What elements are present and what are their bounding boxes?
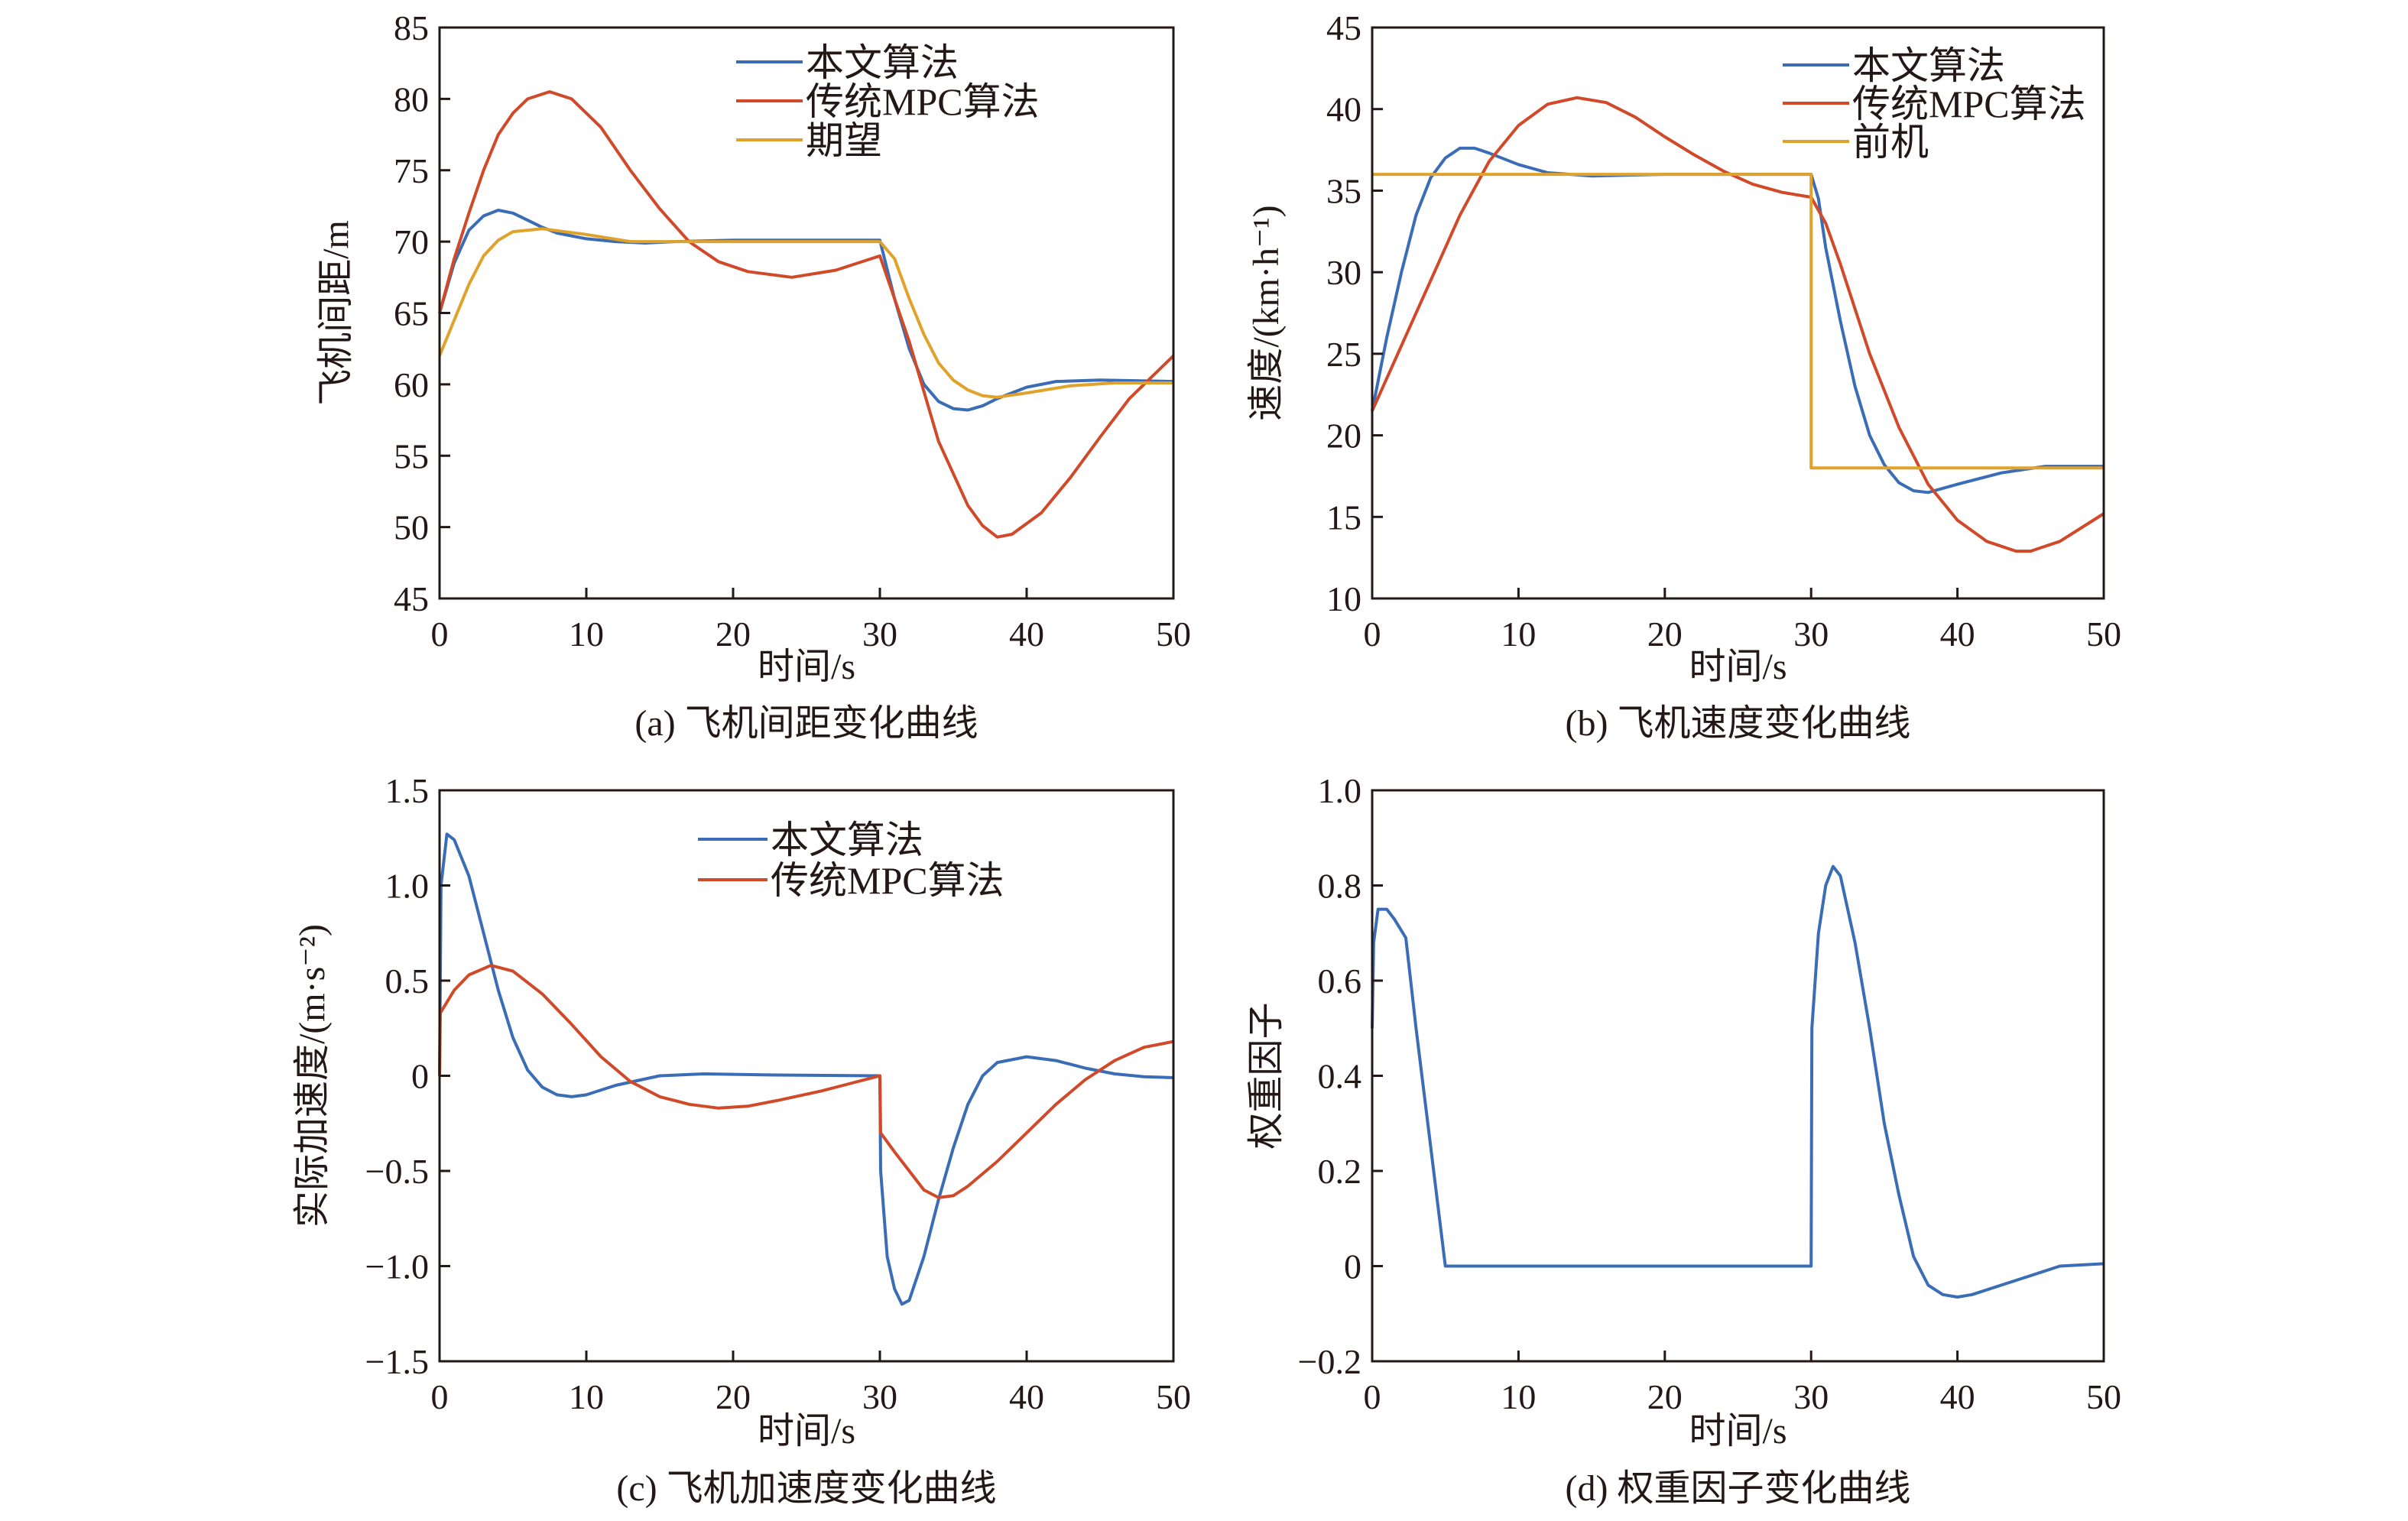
x-tick-label: 30 [1793,615,1829,653]
y-tick-label: −0.2 [1298,1342,1361,1381]
y-axis-label: 速度/(km·h⁻¹) [1246,205,1287,420]
series-line-1 [438,964,1174,1199]
legend-label: 前机 [1852,121,1929,164]
chart-panel-1: 0 10 20 30 40 501015202530354045时间/s速度/(km·h⁻… [1246,8,2121,744]
y-tick-label: 0.8 [1318,867,1362,906]
series-line-1 [438,90,1175,539]
y-tick-label: 80 [394,79,429,118]
series-line-0 [1371,146,2104,495]
legend-label: 传统MPC算法 [806,80,1040,123]
x-tick-label: 0 [431,615,449,653]
chart-caption: (c) 飞机加速度变化曲线 [616,1468,996,1509]
x-tick-label: 0 [431,1377,449,1416]
y-axis-label: 权重因子 [1246,1002,1287,1149]
x-tick-label: 40 [1940,1377,1975,1416]
legend-label: 传统MPC算法 [1852,83,2086,125]
y-tick-label: 10 [1326,579,1361,618]
legend-label: 本文算法 [806,41,959,84]
series-line-1 [1371,96,2105,553]
series-line-0 [1371,864,2105,1299]
chart-caption: (a) 飞机间距变化曲线 [634,703,978,744]
y-tick-label: 50 [394,508,429,547]
x-tick-label: 40 [1009,1377,1044,1416]
y-tick-label: 0 [1344,1247,1361,1286]
chart-panel-0: 0 10 20 30 40 50 45 50 55 60 65 70 75 80 85 时间/s 飞机间距/m (… [316,8,1191,744]
y-tick-label: 0 [411,1057,429,1096]
x-tick-label: 10 [569,1377,604,1416]
x-tick-label: 10 [1501,615,1536,653]
x-tick-label: 30 [862,1377,897,1416]
y-tick-label: 85 [394,8,429,47]
legend-label: 传统MPC算法 [771,859,1004,902]
y-tick-label: 25 [1326,335,1361,374]
x-tick-label: 30 [1793,1377,1829,1416]
legend-label: 期望 [806,119,882,162]
y-tick-label: 0.2 [1318,1152,1362,1191]
chart-caption: (d) 权重因子变化曲线 [1566,1468,1911,1509]
chart-panel-2: 0 10 20 30 40 50 −1.5 −1.0 −0.5 0 0.5 1.0 1.5 时间/s 实际加… [292,771,1191,1509]
y-tick-label: 0.4 [1318,1057,1362,1096]
x-tick-label: 20 [716,615,751,653]
y-tick-label: 30 [1326,253,1361,292]
series-line-0 [438,832,1174,1306]
x-tick-label: 40 [1009,615,1044,653]
x-tick-label: 0 [1364,615,1381,653]
series-line-2 [1372,173,2104,470]
x-tick-label: 20 [716,1377,751,1416]
series-line-2 [438,227,1173,399]
x-tick-label: 10 [569,615,604,653]
y-tick-label: 65 [394,294,429,333]
plot-frame [1371,26,2105,600]
y-axis-label: 飞机间距/m [316,220,356,406]
plot-frame [1371,789,2105,1363]
chart-panel-3: 0 10 20 30 40 50−0.200.20.40.60.81.0时间/s权重因子(… [1246,771,2121,1509]
y-tick-label: −0.5 [365,1152,429,1191]
y-tick-label: 20 [1326,417,1361,456]
y-axis-label: 实际加速度/(m·s⁻²) [292,924,333,1228]
y-tick-label: 1.0 [1318,771,1362,810]
x-tick-label: 10 [1501,1377,1536,1416]
x-tick-label: 50 [1156,1377,1191,1416]
x-tick-label: 50 [1156,615,1191,653]
x-tick-label: 0 [1364,1377,1381,1416]
x-tick-label: 40 [1940,615,1975,653]
x-tick-label: 20 [1647,1377,1683,1416]
y-tick-label: −1.0 [365,1247,429,1286]
y-tick-label: 1.0 [385,867,430,906]
x-axis-label: 时间/s [758,647,855,687]
y-tick-label: 75 [394,151,429,190]
legend-label: 本文算法 [1852,44,2005,87]
x-tick-label: 30 [862,615,897,653]
y-tick-label: 40 [1326,90,1361,129]
y-tick-label: 0.6 [1318,962,1362,1000]
x-axis-label: 时间/s [1689,1411,1787,1451]
x-tick-label: 50 [2086,615,2121,653]
y-tick-label: 35 [1326,171,1361,210]
y-tick-label: 60 [394,365,429,404]
y-tick-label: 45 [394,579,429,618]
y-tick-label: 45 [1326,8,1361,47]
chart-caption: (b) 飞机速度变化曲线 [1566,703,1911,744]
y-tick-label: −1.5 [365,1342,429,1381]
x-tick-label: 50 [2086,1377,2121,1416]
y-tick-label: 0.5 [385,962,430,1000]
x-axis-label: 时间/s [1689,647,1787,687]
y-tick-label: 1.5 [385,771,430,810]
y-tick-label: 15 [1326,498,1361,537]
x-axis-label: 时间/s [758,1411,855,1451]
legend-label: 本文算法 [771,819,923,861]
y-tick-label: 70 [394,222,429,261]
y-tick-label: 55 [394,436,429,475]
x-tick-label: 20 [1647,615,1683,653]
